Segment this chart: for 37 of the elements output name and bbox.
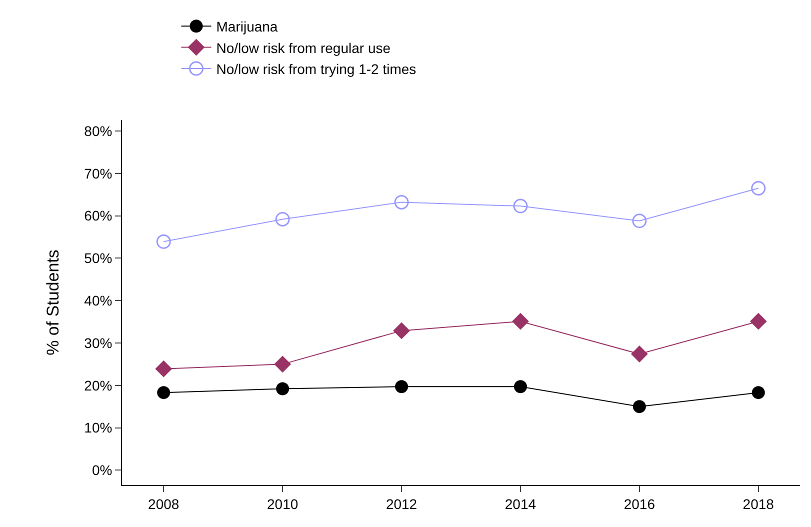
point [630,346,648,362]
point [752,386,765,400]
point [513,198,528,214]
x-tick-label: 2012 [386,496,418,512]
x-tick-label: 2016 [624,496,656,512]
point [512,312,529,330]
y-tick-label: 50% [84,250,112,266]
point [750,312,767,330]
point [157,386,170,400]
legend-label: No/low risk from regular use [216,40,391,56]
y-tick-label: 80% [84,122,112,139]
x-tick-label: 2010 [267,496,298,512]
y-tick-label: 20% [84,377,112,394]
point [393,322,410,340]
x-tick-label: 2014 [504,496,536,512]
point [751,181,766,196]
point [395,380,408,394]
point [275,212,290,226]
point [155,360,172,378]
legend-label: No/low risk from trying 1-2 times [216,60,416,77]
y-tick-label: 0% [92,462,112,478]
y-tick-label: 30% [84,334,112,351]
x-tick-label: 2008 [148,496,180,512]
y-tick-label: 10% [84,420,112,436]
x-tick-label: 2018 [742,496,774,512]
point [394,194,409,210]
y-tick-label: 70% [84,165,112,182]
point [514,380,527,394]
point [632,214,647,228]
y-axis-title: % of Students [44,250,63,356]
legend-label: Marijuana [216,18,278,35]
y-tick-label: 60% [84,208,112,224]
y-tick-label: 40% [84,292,112,308]
point [156,234,171,249]
point [274,356,292,373]
point [276,382,290,396]
point [632,400,646,414]
